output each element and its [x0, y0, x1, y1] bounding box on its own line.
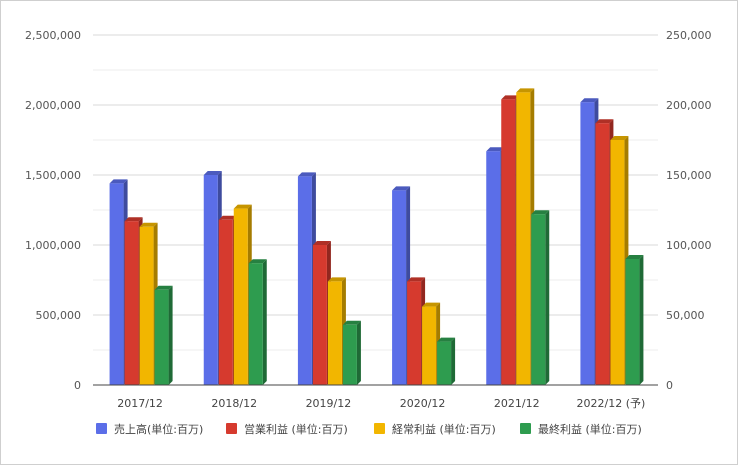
- x-tick-label: 2020/12: [400, 397, 446, 410]
- bar-side: [545, 210, 550, 385]
- y-right-tick-label: 250,000: [666, 29, 712, 42]
- bar-top: [422, 302, 441, 307]
- y-left-tick-label: 500,000: [36, 309, 82, 322]
- x-tick-label: 2017/12: [117, 397, 163, 410]
- bar-top: [595, 119, 614, 124]
- bar: [486, 151, 501, 385]
- x-tick-label: 2018/12: [211, 397, 257, 410]
- bar: [437, 341, 452, 385]
- y-left-tick-label: 1,500,000: [25, 169, 81, 182]
- legend-swatch: [96, 423, 107, 434]
- legend-label: 最終利益 (単位:百万): [538, 422, 642, 436]
- bar: [392, 190, 407, 385]
- bar-top: [233, 204, 252, 209]
- bar-top: [327, 277, 346, 282]
- legend-label: 経常利益 (単位:百万): [392, 422, 496, 436]
- bar: [327, 281, 342, 385]
- bar-top: [516, 88, 535, 93]
- bar-top: [154, 285, 173, 290]
- bar-top: [437, 337, 456, 342]
- y-right-tick-label: 150,000: [666, 169, 712, 182]
- bar-top: [124, 217, 143, 222]
- legend-swatch: [374, 423, 385, 434]
- bar: [203, 175, 218, 385]
- y-left-tick-label: 2,000,000: [25, 99, 81, 112]
- bar-top: [531, 210, 550, 215]
- bar-side: [262, 259, 267, 385]
- y-right-tick-label: 100,000: [666, 239, 712, 252]
- bar: [422, 306, 437, 385]
- legend-label: 営業利益 (単位:百万): [244, 422, 348, 436]
- bar: [407, 281, 422, 385]
- bar-top: [610, 136, 629, 140]
- bar: [124, 221, 139, 385]
- bar-side: [168, 285, 173, 385]
- bar-top: [218, 215, 237, 220]
- bar-top: [625, 255, 644, 259]
- y-right-tick-label: 50,000: [666, 309, 705, 322]
- bar-top: [203, 171, 222, 175]
- bar: [610, 140, 625, 385]
- bar-top: [580, 98, 599, 103]
- bar-top: [297, 172, 316, 177]
- bar-top: [486, 147, 505, 152]
- bar: [154, 289, 169, 385]
- bar: [139, 226, 154, 385]
- bar-top: [342, 320, 361, 325]
- legend-swatch: [226, 423, 237, 434]
- bar: [595, 123, 610, 385]
- bar: [218, 219, 233, 385]
- y-right-tick-label: 0: [666, 379, 673, 392]
- x-tick-label: 2019/12: [306, 397, 352, 410]
- y-left-tick-label: 1,000,000: [25, 239, 81, 252]
- bar-top: [139, 222, 158, 227]
- bar: [516, 92, 531, 386]
- bar: [233, 208, 248, 385]
- bar-side: [451, 337, 456, 385]
- bar-side: [356, 320, 361, 385]
- bar-top: [109, 179, 128, 184]
- bar-top: [501, 95, 520, 100]
- y-left-tick-label: 2,500,000: [25, 29, 81, 42]
- bar-top: [392, 186, 411, 191]
- bar-top: [407, 277, 426, 282]
- y-left-tick-label: 0: [74, 379, 81, 392]
- bar: [297, 176, 312, 385]
- legend-label: 売上高(単位:百万): [114, 422, 203, 436]
- bar: [109, 183, 124, 385]
- bar: [342, 324, 357, 385]
- bar: [312, 245, 327, 385]
- bar: [501, 99, 516, 386]
- bar: [625, 259, 640, 385]
- x-tick-label: 2022/12 (予): [577, 397, 646, 410]
- y-right-tick-label: 200,000: [666, 99, 712, 112]
- bar: [580, 102, 595, 385]
- bar: [248, 263, 263, 385]
- bar: [531, 214, 546, 385]
- legend-swatch: [520, 423, 531, 434]
- bar-side: [639, 255, 644, 385]
- bar-top: [248, 259, 267, 264]
- bar-top: [312, 241, 331, 245]
- x-tick-label: 2021/12: [494, 397, 540, 410]
